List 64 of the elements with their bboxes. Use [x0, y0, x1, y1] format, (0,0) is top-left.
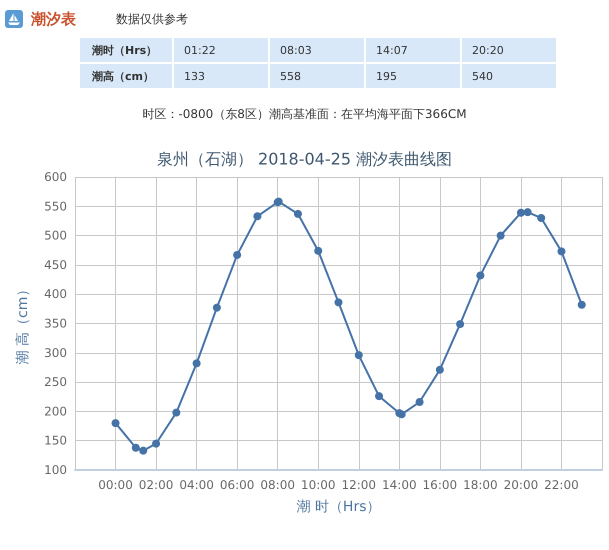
x-tick-label: 14:00	[382, 478, 417, 492]
chart-title: 泉州（石湖） 2018-04-25 潮汐表曲线图	[156, 150, 452, 168]
point	[456, 320, 464, 328]
point	[375, 392, 384, 400]
y-tick-label: 400	[44, 287, 67, 302]
text: 195	[365, 63, 461, 89]
y-tick-label: 600	[44, 170, 67, 184]
x-tick-label: 04:00	[179, 478, 214, 492]
text: 潮汐表	[31, 10, 76, 28]
point	[334, 298, 342, 306]
point	[436, 366, 444, 374]
text: 14:07	[365, 37, 461, 63]
point	[112, 419, 120, 428]
point	[537, 214, 546, 222]
x-tick-label: 08:00	[260, 478, 295, 492]
text: 08:03	[269, 37, 365, 63]
point	[172, 408, 180, 417]
point	[314, 246, 322, 255]
point	[557, 247, 566, 256]
text: 潮时（Hrs）	[79, 37, 173, 63]
y-tick-label: 550	[44, 199, 67, 214]
x-tick-label: 02:00	[138, 478, 174, 492]
y-tick-label: 250	[44, 375, 67, 390]
x-tick-label: 00:00	[98, 478, 133, 492]
point	[233, 250, 242, 259]
y-tick-label: 500	[44, 228, 67, 243]
point	[354, 351, 363, 360]
y-tick-label: 200	[44, 404, 67, 418]
point	[524, 208, 532, 216]
point	[212, 304, 221, 312]
x-tick-label: 20:00	[504, 478, 538, 492]
point	[152, 440, 160, 448]
y-tick-label: 300	[44, 346, 67, 360]
point	[192, 359, 201, 368]
point	[516, 208, 525, 217]
x-tick-label: 06:00	[220, 478, 254, 492]
x-tick-label: 18:00	[463, 478, 498, 492]
point	[294, 210, 302, 218]
text: 数据仅供参考	[116, 10, 188, 28]
text: 01:22	[173, 37, 269, 63]
x-tick-label: 10:00	[300, 478, 336, 492]
text: 133	[173, 63, 269, 89]
text: 潮高（cm）	[79, 63, 173, 89]
point	[132, 444, 140, 452]
y-tick-label: 150	[44, 434, 67, 448]
point	[578, 300, 586, 309]
x-axis-title: 潮 时（Hrs）	[296, 499, 381, 515]
x-tick-label: 12:00	[341, 478, 376, 492]
text: 540	[461, 63, 557, 89]
text: 时区：-0800（东8区）潮高基准面：在平均海平面下366CM	[141, 106, 468, 123]
point	[398, 410, 406, 418]
point	[416, 398, 424, 406]
y-axis-title: 潮 高（cm）	[15, 282, 31, 364]
point	[253, 212, 262, 220]
point	[496, 232, 505, 240]
text: 558	[269, 63, 365, 89]
x-tick-label: 16:00	[422, 478, 458, 492]
y-tick-label: 450	[44, 258, 67, 272]
y-tick-label: 350	[44, 316, 67, 330]
text: 20:20	[461, 37, 557, 63]
y-tick-label: 100	[44, 463, 67, 477]
point	[139, 446, 148, 455]
point	[476, 271, 484, 280]
x-tick-label: 22:00	[544, 478, 579, 492]
